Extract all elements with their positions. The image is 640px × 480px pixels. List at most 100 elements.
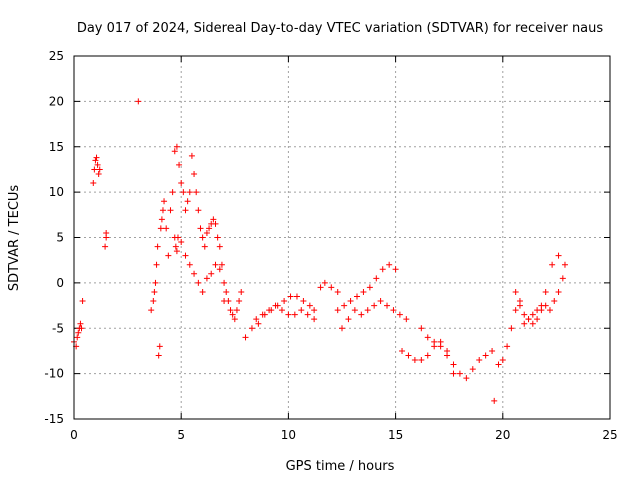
y-tick-label: 20 xyxy=(49,94,64,108)
data-point xyxy=(210,216,217,223)
x-tick-label: 5 xyxy=(177,428,185,442)
data-point xyxy=(555,252,562,259)
y-tick-label: 5 xyxy=(56,231,64,245)
data-point xyxy=(371,302,378,309)
data-point xyxy=(542,288,549,295)
x-tick-label: 25 xyxy=(602,428,617,442)
y-tick-label: 25 xyxy=(49,49,64,63)
data-point xyxy=(512,307,519,314)
data-point xyxy=(424,334,431,341)
data-point xyxy=(396,311,403,318)
data-point xyxy=(173,143,180,150)
data-point xyxy=(236,298,243,305)
y-tick-label: 0 xyxy=(56,276,64,290)
data-point xyxy=(180,189,187,196)
data-point xyxy=(354,293,361,300)
data-point xyxy=(418,357,425,364)
data-point xyxy=(551,298,558,305)
data-point xyxy=(158,216,165,223)
data-point xyxy=(399,347,406,354)
data-point xyxy=(182,252,189,259)
data-point xyxy=(508,325,515,332)
data-point xyxy=(444,352,451,359)
data-point xyxy=(390,307,397,314)
data-point xyxy=(229,311,236,318)
data-point xyxy=(334,288,341,295)
data-point xyxy=(206,225,213,232)
data-point xyxy=(94,161,101,168)
data-point xyxy=(91,166,98,173)
data-point xyxy=(373,275,380,282)
data-point xyxy=(529,311,536,318)
y-tick-label: -15 xyxy=(44,412,64,426)
data-point xyxy=(191,270,198,277)
data-point xyxy=(293,293,300,300)
data-point xyxy=(203,275,210,282)
data-point xyxy=(386,261,393,268)
data-point xyxy=(339,325,345,332)
x-tick-label: 15 xyxy=(388,428,403,442)
data-point xyxy=(321,279,328,286)
data-point xyxy=(351,307,358,314)
data-point xyxy=(95,170,102,177)
data-point xyxy=(159,207,166,214)
data-point xyxy=(403,316,410,323)
data-point xyxy=(103,229,110,236)
data-point xyxy=(199,234,206,241)
data-point xyxy=(298,307,305,314)
data-point xyxy=(92,157,99,164)
data-point xyxy=(456,370,463,377)
data-point xyxy=(287,293,294,300)
data-point xyxy=(156,343,163,350)
data-point xyxy=(495,361,502,368)
data-point xyxy=(195,207,202,214)
data-point xyxy=(281,298,288,305)
data-point xyxy=(214,234,221,241)
data-point xyxy=(182,207,189,214)
data-point xyxy=(285,311,292,318)
data-point xyxy=(311,316,318,323)
data-point xyxy=(96,166,103,173)
data-point xyxy=(178,180,185,187)
data-point xyxy=(300,298,307,305)
data-point xyxy=(191,170,198,177)
data-point xyxy=(291,311,298,318)
data-point xyxy=(154,243,161,250)
data-point xyxy=(561,261,568,268)
data-points xyxy=(71,98,568,404)
data-point xyxy=(489,347,496,354)
data-point xyxy=(75,329,82,336)
data-point xyxy=(93,154,100,161)
y-tick-label: -5 xyxy=(52,321,64,335)
data-point xyxy=(392,266,399,273)
data-point xyxy=(504,343,511,350)
data-point xyxy=(212,261,219,268)
data-point xyxy=(186,261,193,268)
data-point xyxy=(221,298,228,305)
data-point xyxy=(358,311,365,318)
data-point xyxy=(148,307,155,314)
data-point xyxy=(259,311,266,318)
data-point xyxy=(199,288,206,295)
data-point xyxy=(542,302,549,309)
data-point xyxy=(186,189,193,196)
data-point xyxy=(74,334,81,341)
data-point xyxy=(150,298,157,305)
data-point xyxy=(90,180,97,187)
data-point xyxy=(197,225,204,232)
data-point xyxy=(193,189,200,196)
y-axis-label: SDTVAR / TECUs xyxy=(7,185,22,292)
data-point xyxy=(155,352,162,359)
data-point xyxy=(424,352,431,359)
x-axis-label: GPS time / hours xyxy=(286,459,395,474)
data-point xyxy=(178,239,185,246)
data-point xyxy=(165,252,172,259)
data-point xyxy=(253,316,260,323)
data-point xyxy=(171,148,178,155)
data-point xyxy=(172,243,179,250)
data-point xyxy=(499,357,506,364)
grid xyxy=(73,55,611,420)
data-point xyxy=(364,307,371,314)
x-tick-label: 10 xyxy=(281,428,296,442)
data-point xyxy=(482,352,489,359)
